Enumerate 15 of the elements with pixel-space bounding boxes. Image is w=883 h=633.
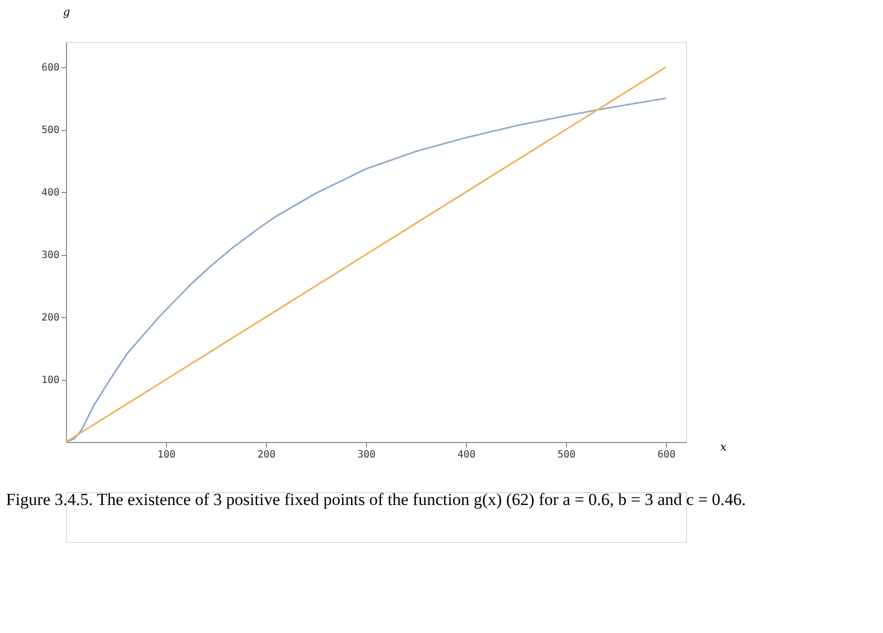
y-axis-title: g [62, 6, 70, 18]
y-tick-label: 500 [41, 125, 60, 136]
x-tick-label: 400 [457, 450, 476, 460]
x-tick-label: 500 [557, 450, 576, 460]
y-tick-label: 600 [41, 62, 60, 74]
x-tick-label: 300 [357, 450, 376, 460]
y-tick-label: 100 [41, 375, 60, 386]
x-axis-title: x [720, 440, 728, 454]
y-tick-label: 300 [41, 250, 60, 261]
y-tick-label: 200 [41, 312, 60, 324]
y-tick-label: 400 [41, 188, 60, 198]
x-tick-label: 200 [257, 450, 276, 460]
x-tick-label: 600 [657, 450, 676, 460]
x-tick-label: 100 [157, 450, 176, 460]
caption: Figure 3.4.5. The existence of 3 positive fixed points of the function g(x) (62) for a = 0.6, b = 3 and c = 0.46. [6, 490, 746, 509]
